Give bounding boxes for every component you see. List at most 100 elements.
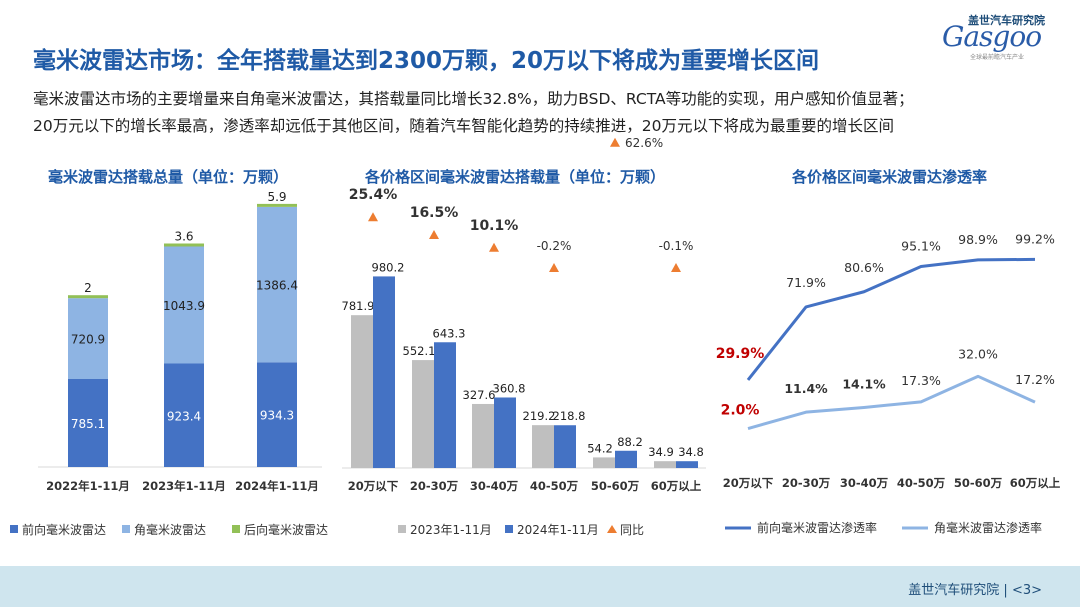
logo-top-text: 盖世汽车研究院 — [968, 14, 1045, 27]
chart1-category-label: 2024年1-11月 — [235, 479, 319, 493]
chart1-value-label: 1043.9 — [163, 299, 205, 313]
chart2-bar-0-2 — [472, 403, 494, 468]
footer-text: 盖世汽车研究院 | <3> — [908, 583, 1042, 598]
chart3-value-label: 99.2% — [1015, 231, 1055, 246]
chart1-value-label: 5.9 — [267, 190, 286, 204]
chart2-title: 各价格区间毫米波雷达搭载量（单位：万颗） — [365, 168, 666, 186]
chart3-value-label: 11.4% — [784, 381, 828, 396]
chart1-legend-swatch — [10, 525, 18, 533]
chart2-yoy-marker — [549, 263, 559, 272]
chart3-legend-label: 角毫米波雷达渗透率 — [934, 520, 1042, 535]
chart3-category-label: 20-30万 — [782, 476, 831, 490]
chart1-bar-1-1 — [164, 246, 204, 364]
chart2-category-label: 50-60万 — [591, 479, 640, 493]
chart3-series-line-1 — [747, 374, 1036, 430]
chart3-value-label: 98.9% — [958, 232, 998, 247]
chart1-value-label: 934.3 — [260, 409, 294, 423]
chart2-value-label: 980.2 — [372, 260, 405, 274]
intro-line-2: 20万元以下的增长率最高，渗透率却远低于其他区间，随着汽车智能化趋势的持续推进，… — [33, 117, 894, 135]
chart1-bar-0-0 — [68, 379, 108, 467]
stacked-bar-chart: 785.1 720.9 2 2022年1-11月 923.4 1043.9 3.6 2023年… — [10, 190, 328, 537]
chart2-category-label: 20万以下 — [348, 479, 399, 493]
chart2-category-label: 20-30万 — [410, 479, 459, 493]
chart3-title: 各价格区间毫米波雷达渗透率 — [792, 168, 988, 186]
chart2-category-label: 40-50万 — [530, 479, 579, 493]
chart2-bar-0-0 — [351, 315, 373, 468]
logo-sub-text: 全球最前瞻汽车产业 — [970, 54, 1025, 61]
chart3-value-label: 17.3% — [901, 373, 941, 388]
chart2-yoy-marker — [671, 263, 681, 272]
chart3-category-label: 50-60万 — [954, 476, 1003, 490]
chart2-value-label: 781.9 — [342, 299, 375, 313]
chart2-bar-1-0 — [373, 276, 395, 468]
chart2-legend-label: 2023年1-11月 — [410, 523, 492, 537]
chart3-value-label: 32.0% — [958, 346, 998, 361]
chart3-series-line-0 — [746, 257, 1036, 381]
chart2-value-label: 34.9 — [648, 445, 674, 459]
chart1-bar-0-1 — [164, 363, 204, 467]
chart2-category-label: 60万以上 — [651, 479, 702, 493]
chart1-value-label: 923.4 — [167, 409, 201, 423]
chart2-bar-0-5 — [654, 461, 676, 468]
chart2-value-label: 360.8 — [493, 381, 526, 395]
chart2-bar-1-1 — [434, 342, 456, 468]
chart1-legend-label: 前向毫米波雷达 — [22, 522, 106, 537]
chart2-value-label: 327.6 — [463, 388, 496, 402]
chart2-value-label: 643.3 — [433, 326, 466, 340]
chart2-value-label: 552.1 — [403, 344, 436, 358]
chart2-yoy-label: -0.2% — [537, 239, 572, 253]
chart2-yoy-label: -0.1% — [659, 239, 694, 253]
chart2-bar-1-4 — [615, 450, 637, 468]
chart2-legend-swatch — [607, 525, 617, 533]
chart3-category-label: 40-50万 — [897, 476, 946, 490]
chart2-yoy-marker — [368, 212, 378, 222]
chart1-value-label: 785.1 — [71, 417, 105, 431]
chart2-legend-label: 同比 — [620, 523, 644, 537]
penetration-line-chart: 29.9% 71.9% 80.6% 95.1% 98.9% 99.2% 2.0% 11.4% 1… — [716, 231, 1061, 535]
chart2-legend-swatch — [398, 525, 406, 533]
footer-bar: 盖世汽车研究院 | <3> — [0, 566, 1080, 607]
chart3-category-label: 60万以上 — [1010, 476, 1061, 490]
chart2-bar-0-3 — [532, 425, 554, 468]
chart3-category-label: 20万以下 — [723, 476, 774, 490]
chart1-bar-0-2 — [257, 362, 297, 467]
chart1-value-label: 2 — [84, 281, 92, 295]
chart1-legend-label: 后向毫米波雷达 — [244, 522, 328, 537]
chart2-yoy-marker — [610, 137, 620, 147]
chart1-bar-1-0 — [68, 298, 108, 380]
chart2-value-label: 88.2 — [617, 435, 643, 449]
chart3-value-label: 80.6% — [844, 260, 884, 275]
chart3-value-label: 29.9% — [716, 346, 765, 362]
chart2-bar-1-2 — [494, 397, 516, 468]
chart1-value-label: 1386.4 — [256, 279, 298, 293]
intro-line-1: 毫米波雷达市场的主要增量来自角毫米波雷达，其搭载量同比增长32.8%，助力BSD… — [33, 90, 914, 108]
page-title: 毫米波雷达市场：全年搭载量达到2300万颗，20万以下将成为重要增长区间 — [33, 48, 820, 74]
chart2-bar-0-4 — [593, 457, 615, 468]
chart1-bar-2-1 — [164, 243, 204, 247]
chart3-value-label: 14.1% — [842, 376, 886, 391]
chart2-yoy-label: 62.6% — [625, 136, 663, 150]
chart1-legend-swatch — [122, 525, 130, 533]
chart1-legend-label: 角毫米波雷达 — [134, 522, 206, 537]
chart1-bar-1-2 — [257, 206, 297, 363]
chart3-value-label: 2.0% — [721, 403, 760, 419]
chart1-bar-2-0 — [68, 295, 108, 299]
chart1-category-label: 2023年1-11月 — [142, 479, 226, 493]
chart2-yoy-label: 25.4% — [349, 187, 398, 203]
chart1-legend-swatch — [232, 525, 240, 533]
chart2-legend-swatch — [505, 525, 513, 533]
chart3-legend-label: 前向毫米波雷达渗透率 — [757, 520, 877, 535]
chart2-value-label: 34.8 — [678, 445, 704, 459]
chart3-category-label: 30-40万 — [840, 476, 889, 490]
price-range-bar-chart: 781.9 980.2 20万以下 552.1 643.3 20-30万 327.6360.… — [342, 136, 706, 537]
chart1-value-label: 720.9 — [71, 333, 105, 347]
chart2-legend-label: 2024年1-11月 — [517, 523, 599, 537]
chart2-value-label: 219.2 — [523, 409, 556, 423]
chart2-yoy-marker — [489, 242, 499, 252]
chart2-yoy-label: 16.5% — [410, 205, 459, 221]
chart3-value-label: 71.9% — [786, 275, 826, 290]
chart2-bar-1-5 — [676, 461, 698, 468]
gasgoo-logo: 盖世汽车研究院 Gasgoo 全球最前瞻汽车产业 — [940, 8, 1070, 61]
chart2-bar-0-1 — [412, 360, 434, 468]
chart3-value-label: 95.1% — [901, 239, 941, 254]
